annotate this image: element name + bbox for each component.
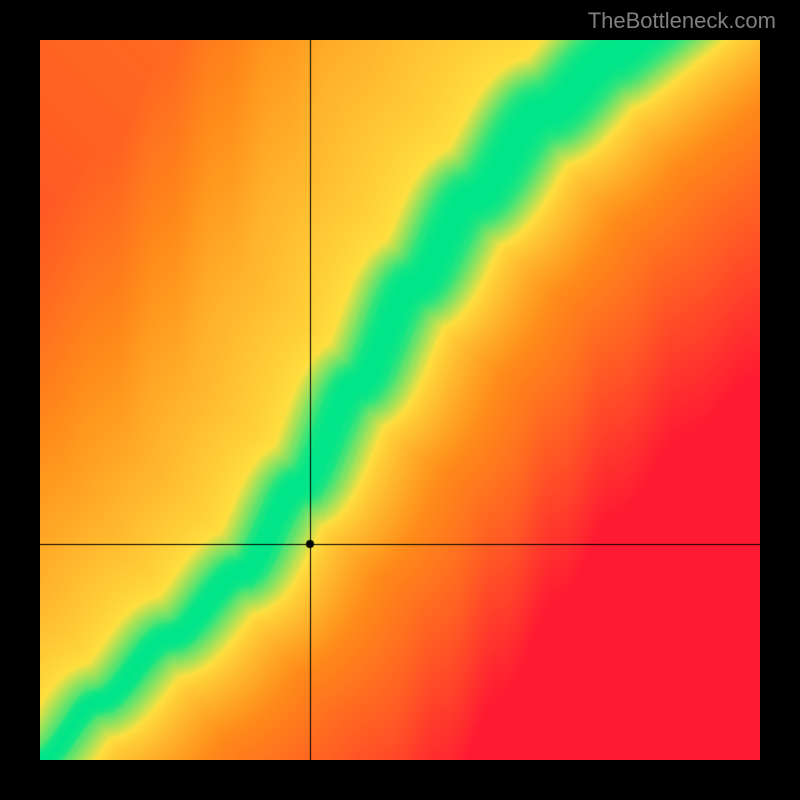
heatmap-canvas [40,40,760,760]
watermark-text: TheBottleneck.com [588,8,776,34]
heatmap-plot [40,40,760,760]
